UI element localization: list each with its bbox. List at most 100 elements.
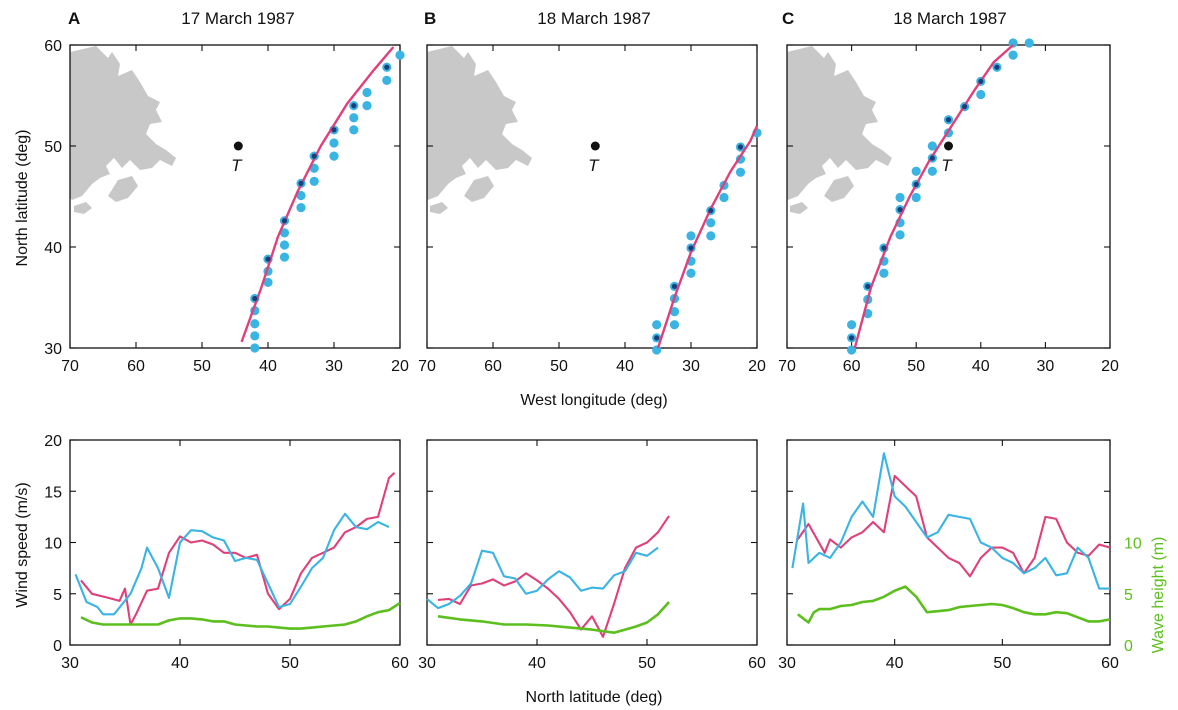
map-x-tick-label: 40 <box>616 358 634 375</box>
wind-y-tick-label: 5 <box>53 587 62 604</box>
land-mass-a <box>70 46 176 214</box>
wave-y-axis-label: Wave height (m) <box>1150 537 1167 654</box>
wind-speed-line-observed <box>791 452 1110 590</box>
map-frame-c <box>786 44 1111 349</box>
observation-point <box>279 252 290 262</box>
observation-point <box>349 113 359 123</box>
observation-point <box>250 343 260 353</box>
map-x-tick-label: 70 <box>778 358 796 375</box>
map-x-tick-label: 20 <box>1101 358 1119 375</box>
map-panel-c: 70 60 50 40 30 20 T <box>778 38 1119 375</box>
map-panel-a: 70 60 50 40 30 20 60 50 40 30 T <box>44 38 409 375</box>
wind-speed-line-model <box>796 474 1111 578</box>
map-x-tick-label: 60 <box>843 358 861 375</box>
wind-y-tick-label: 10 <box>44 536 62 553</box>
map-y-tick-label: 60 <box>44 38 62 55</box>
observation-point <box>296 203 306 213</box>
track-crossing-point <box>654 335 660 341</box>
map-x-tick-label: 60 <box>484 358 502 375</box>
track-crossing-point <box>384 64 390 70</box>
track-crossing-point <box>281 218 288 224</box>
observation-point <box>847 320 857 330</box>
observation-point <box>911 166 921 176</box>
observation-point <box>927 166 937 176</box>
track-crossing-point <box>351 103 357 109</box>
map-y-axis-label: North latitude (deg) <box>14 130 31 267</box>
map-frame-b <box>426 44 758 349</box>
panel-letter-b: B <box>424 9 436 28</box>
observation-point <box>1008 50 1018 60</box>
wind-x-tick-label: 30 <box>778 655 796 672</box>
panel-letter-a: A <box>68 9 80 28</box>
track-crossing-point <box>252 295 258 302</box>
track-crossing-point <box>913 181 919 187</box>
track-line <box>240 46 395 343</box>
observation-point <box>652 345 662 355</box>
wind-x-tick-label: 40 <box>886 655 904 672</box>
observation-point <box>362 101 372 111</box>
track-crossing-point <box>929 155 935 161</box>
observation-point <box>976 89 986 100</box>
wind-x-tick-label: 40 <box>171 655 189 672</box>
map-x-tick-label: 40 <box>972 358 990 375</box>
observation-point <box>706 231 716 241</box>
panel-title-c: 18 March 1987 <box>893 9 1006 28</box>
wind-frame-b <box>426 439 758 646</box>
observation-point <box>911 192 921 203</box>
land-mass-b <box>427 46 532 214</box>
map-frame-a <box>69 44 401 349</box>
observation-point <box>250 331 260 341</box>
map-x-tick-label: 20 <box>391 358 409 375</box>
observation-point <box>362 87 372 98</box>
wind-x-tick-label: 50 <box>281 655 299 672</box>
observation-point <box>879 268 889 278</box>
wind-panel-b: 30 40 50 60 <box>418 439 766 672</box>
wind-x-tick-label: 50 <box>993 655 1011 672</box>
wind-speed-line-observed <box>74 512 390 616</box>
wave-height-line <box>797 585 1111 624</box>
track-crossing-point <box>671 283 678 289</box>
observation-point <box>686 231 696 241</box>
wind-x-tick-label: 50 <box>638 655 656 672</box>
wave-height-line <box>80 601 401 630</box>
panel-title-b: 18 March 1987 <box>537 9 650 28</box>
track-crossing-point <box>849 335 855 341</box>
wind-x-tick-label: 30 <box>418 655 436 672</box>
track-crossing-point <box>962 104 968 110</box>
wave-y-tick-label: 5 <box>1124 587 1133 604</box>
map-y-tick-label: 30 <box>44 341 62 358</box>
observation-point <box>395 50 405 60</box>
wave-height-line <box>437 601 670 634</box>
map-x-tick-label: 50 <box>907 358 925 375</box>
map-x-tick-label: 30 <box>325 358 343 375</box>
wind-x-tick-label: 60 <box>748 655 766 672</box>
target-point <box>944 141 953 151</box>
wind-speed-line-model <box>437 515 670 638</box>
map-x-tick-label: 30 <box>1037 358 1055 375</box>
wind-x-axis-label: North latitude (deg) <box>526 689 663 706</box>
observation-point <box>669 307 680 317</box>
map-x-tick-label: 50 <box>193 358 211 375</box>
map-x-tick-label: 20 <box>748 358 766 375</box>
map-x-tick-label: 60 <box>127 358 145 375</box>
wind-y-tick-label: 0 <box>53 638 62 655</box>
track-crossing-point <box>265 256 271 262</box>
observation-point <box>719 192 729 203</box>
observation-point <box>349 125 359 135</box>
track-crossing-point <box>331 127 337 133</box>
observation-point <box>309 176 319 186</box>
target-label: T <box>588 156 600 175</box>
track-crossing-point <box>994 64 1000 70</box>
wind-x-tick-label: 40 <box>528 655 546 672</box>
wave-y-tick-label: 0 <box>1124 638 1133 655</box>
track-crossing-point <box>897 207 903 213</box>
observation-point <box>686 268 696 278</box>
map-x-tick-label: 70 <box>418 358 436 375</box>
observation-point <box>296 190 306 201</box>
track-crossing-point <box>311 153 317 159</box>
panel-title-a: 17 March 1987 <box>181 9 294 28</box>
observation-point <box>706 218 716 228</box>
target-label: T <box>231 156 243 175</box>
track-crossing-point <box>865 283 871 289</box>
